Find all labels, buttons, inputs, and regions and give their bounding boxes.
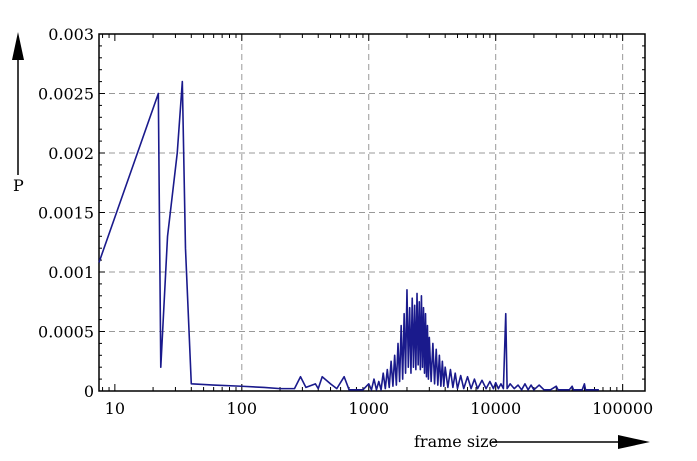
x-tick-label: 1000	[348, 399, 389, 418]
x-tick-label: 10000	[470, 399, 521, 418]
y-axis-arrow-icon	[12, 32, 24, 175]
y-tick-label: 0.0015	[38, 204, 94, 223]
y-tick-label: 0.0005	[38, 323, 94, 342]
x-tick-label: 100	[227, 399, 258, 418]
ticks-layer: 0 0.0005 0.001 0.0015 0.002 0.0025 0.003 10 100 1…	[38, 25, 653, 418]
y-axis-label: P	[13, 176, 24, 195]
x-tick-label: 100000	[592, 399, 653, 418]
series-line	[98, 80, 599, 391]
y-tick-label: 0.0025	[38, 85, 94, 104]
series-layer	[98, 80, 599, 391]
y-tick-label: 0.003	[48, 25, 94, 44]
x-tick-label: 10	[105, 399, 125, 418]
y-tick-label: 0	[84, 382, 94, 401]
y-tick-label: 0.001	[48, 263, 94, 282]
grid-layer	[99, 34, 645, 391]
x-axis-arrow-icon	[492, 435, 650, 449]
x-axis-label: frame size	[414, 432, 498, 451]
y-tick-label: 0.002	[48, 144, 94, 163]
